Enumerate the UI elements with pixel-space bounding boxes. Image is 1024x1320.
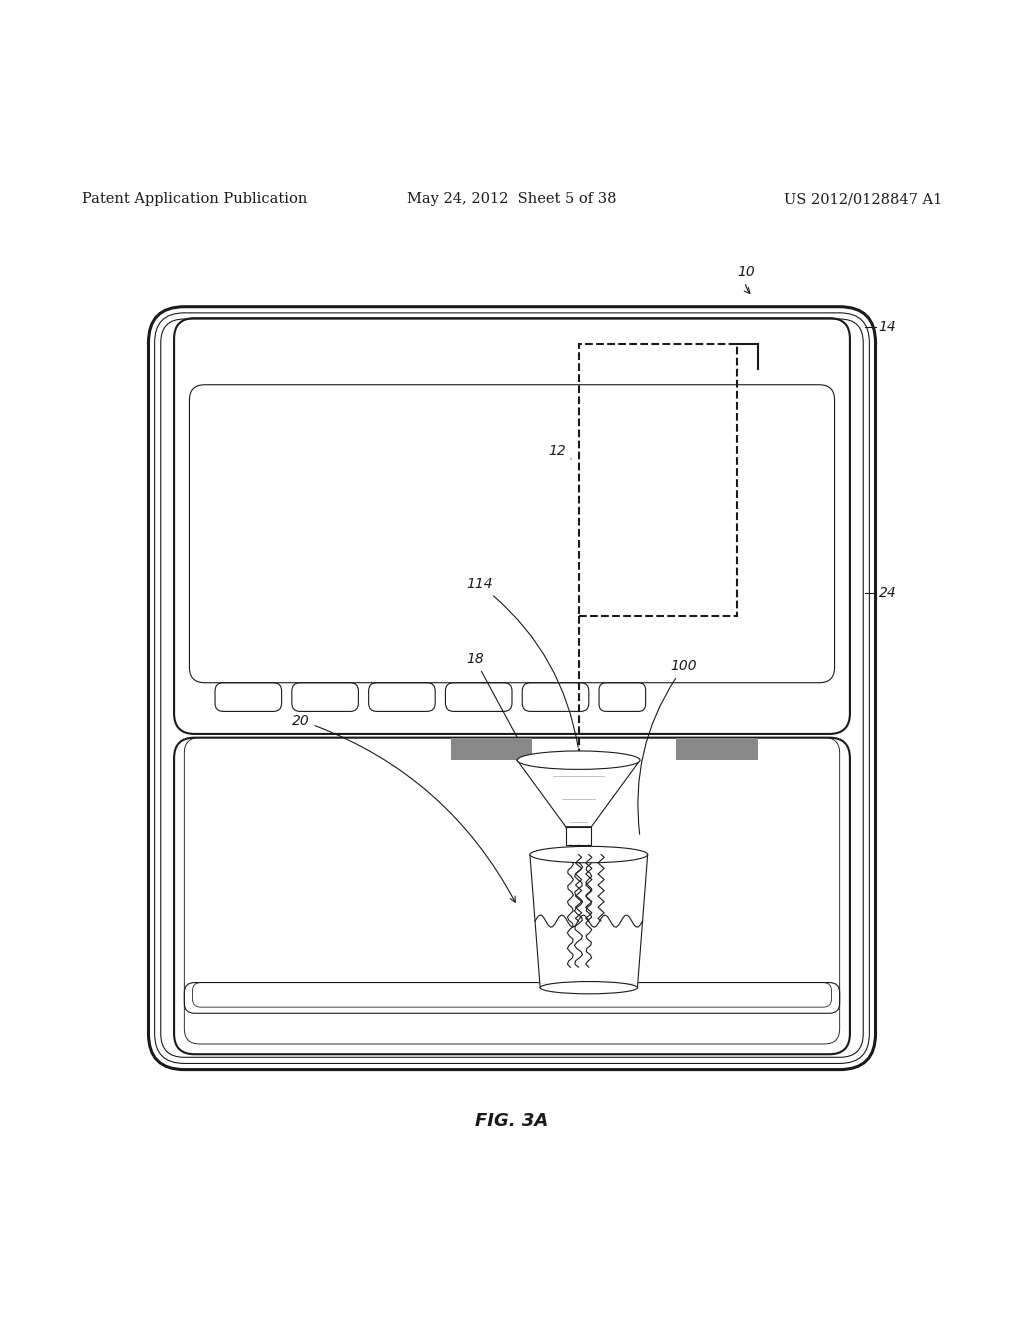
Text: 114: 114 (466, 577, 579, 747)
Bar (451, 738, 532, 760)
Text: 14: 14 (879, 321, 896, 334)
Text: FIG. 3A: FIG. 3A (475, 1111, 549, 1130)
Bar (676, 738, 758, 760)
Bar (579, 343, 737, 616)
Text: May 24, 2012  Sheet 5 of 38: May 24, 2012 Sheet 5 of 38 (408, 191, 616, 206)
Polygon shape (517, 760, 640, 826)
Ellipse shape (541, 982, 637, 994)
Ellipse shape (530, 846, 647, 863)
Text: 12: 12 (548, 445, 571, 459)
Text: 18: 18 (466, 652, 567, 829)
Text: 100: 100 (638, 659, 697, 834)
Polygon shape (530, 854, 647, 982)
Text: Patent Application Publication: Patent Application Publication (82, 191, 307, 206)
Text: US 2012/0128847 A1: US 2012/0128847 A1 (783, 191, 942, 206)
Bar (565, 826, 592, 845)
Text: 10: 10 (737, 265, 755, 293)
Text: 24: 24 (879, 586, 896, 601)
Ellipse shape (517, 751, 640, 770)
Text: 20: 20 (292, 714, 515, 902)
